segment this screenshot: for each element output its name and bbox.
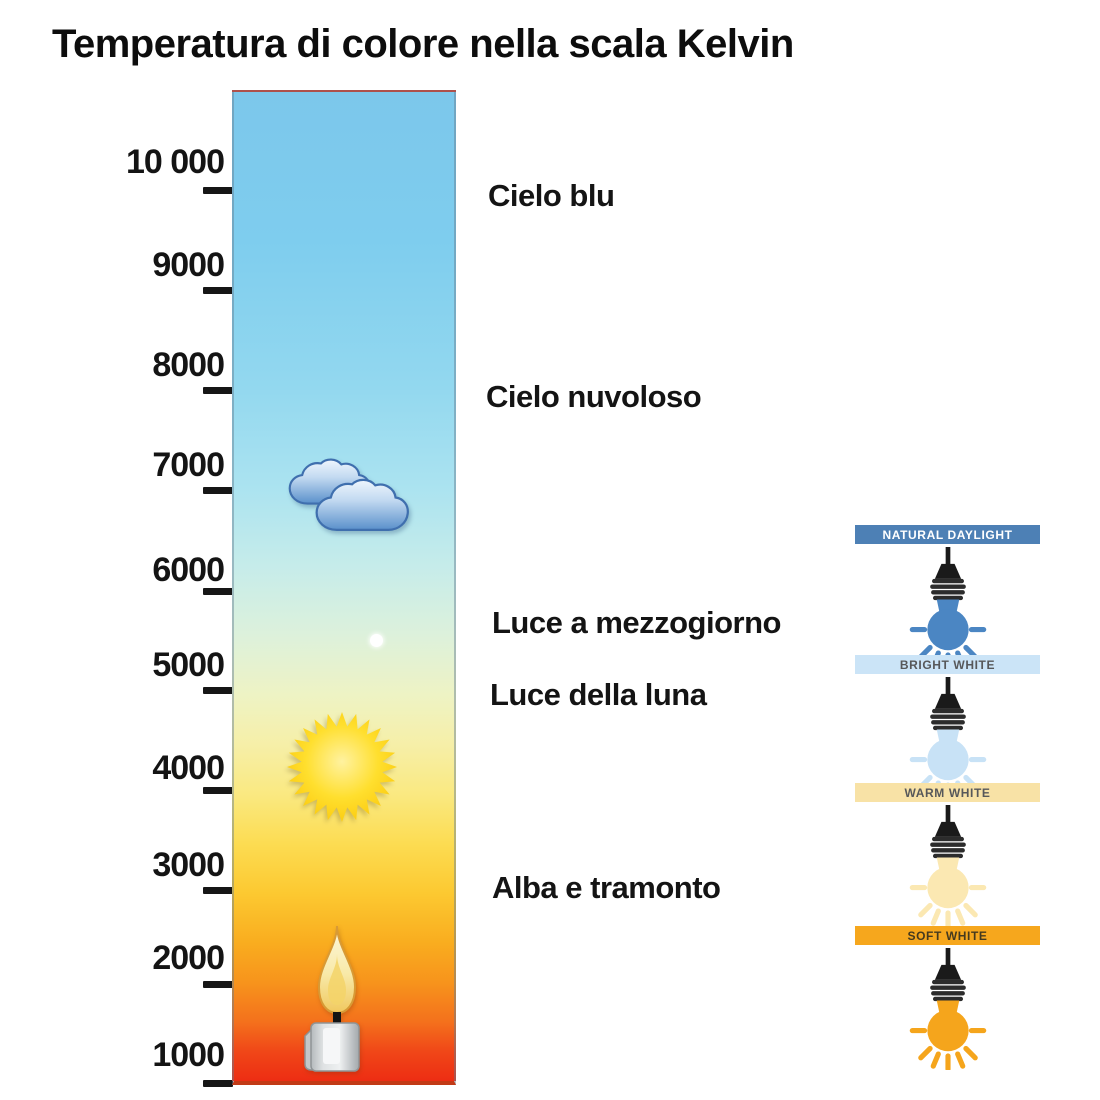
scale-label-7000: 7000 <box>152 446 225 484</box>
candle-icon <box>304 925 360 1072</box>
annotation-cielo-nuvoloso: Cielo nuvoloso <box>486 379 702 414</box>
scale-label-6000: 6000 <box>152 551 225 589</box>
scale-label-10000: 10 000 <box>126 143 225 181</box>
annotation-alba-e-tramonto: Alba e tramonto <box>492 870 721 905</box>
lightbulb-icon <box>900 677 996 799</box>
bulb-card-label: NATURAL DAYLIGHT <box>882 527 1013 542</box>
bulb-card-natural-daylight: NATURAL DAYLIGHT <box>855 525 1040 669</box>
scale-tick <box>203 1080 233 1087</box>
annotation-cielo-blu: Cielo blu <box>488 178 615 213</box>
scale-tick <box>203 187 233 194</box>
annotation-luce-a-mezzogiorno: Luce a mezzogiorno <box>492 605 781 640</box>
bulb-card-label: WARM WHITE <box>904 785 991 800</box>
scale-tick <box>203 287 233 294</box>
bulb-card-banner: BRIGHT WHITE <box>855 655 1040 674</box>
scale-label-9000: 9000 <box>152 246 225 284</box>
cloud-icon <box>288 458 409 531</box>
bulb-card-banner: NATURAL DAYLIGHT <box>855 525 1040 544</box>
scale-tick <box>203 588 233 595</box>
page-title: Temperatura di colore nella scala Kelvin <box>52 22 794 66</box>
lightbulb-icon <box>900 948 996 1070</box>
bulb-card-warm-white: WARM WHITE <box>855 783 1040 927</box>
scale-label-1000: 1000 <box>152 1036 225 1074</box>
lightbulb-icon <box>900 805 996 927</box>
bulb-card-bright-white: BRIGHT WHITE <box>855 655 1040 799</box>
bulb-card-label: BRIGHT WHITE <box>899 657 996 672</box>
bulb-card-soft-white: SOFT WHITE <box>855 926 1040 1070</box>
lightbulb-icon <box>900 547 996 669</box>
annotation-luce-della-luna: Luce della luna <box>490 677 707 712</box>
scale-tick <box>203 981 233 988</box>
sun-icon <box>287 712 397 822</box>
scale-tick <box>203 787 233 794</box>
scale-label-8000: 8000 <box>152 346 225 384</box>
scale-label-5000: 5000 <box>152 646 225 684</box>
bulb-card-banner: SOFT WHITE <box>855 926 1040 945</box>
scale-label-2000: 2000 <box>152 939 225 977</box>
bulb-card-label: SOFT WHITE <box>907 928 988 943</box>
scale-tick <box>203 887 233 894</box>
moon-dot-icon <box>370 634 383 647</box>
scale-tick <box>203 487 233 494</box>
scale-tick <box>203 387 233 394</box>
scale-label-4000: 4000 <box>152 749 225 787</box>
scale-label-3000: 3000 <box>152 846 225 884</box>
kelvin-gradient-bar <box>232 90 456 1085</box>
scale-tick <box>203 687 233 694</box>
bulb-card-banner: WARM WHITE <box>855 783 1040 802</box>
